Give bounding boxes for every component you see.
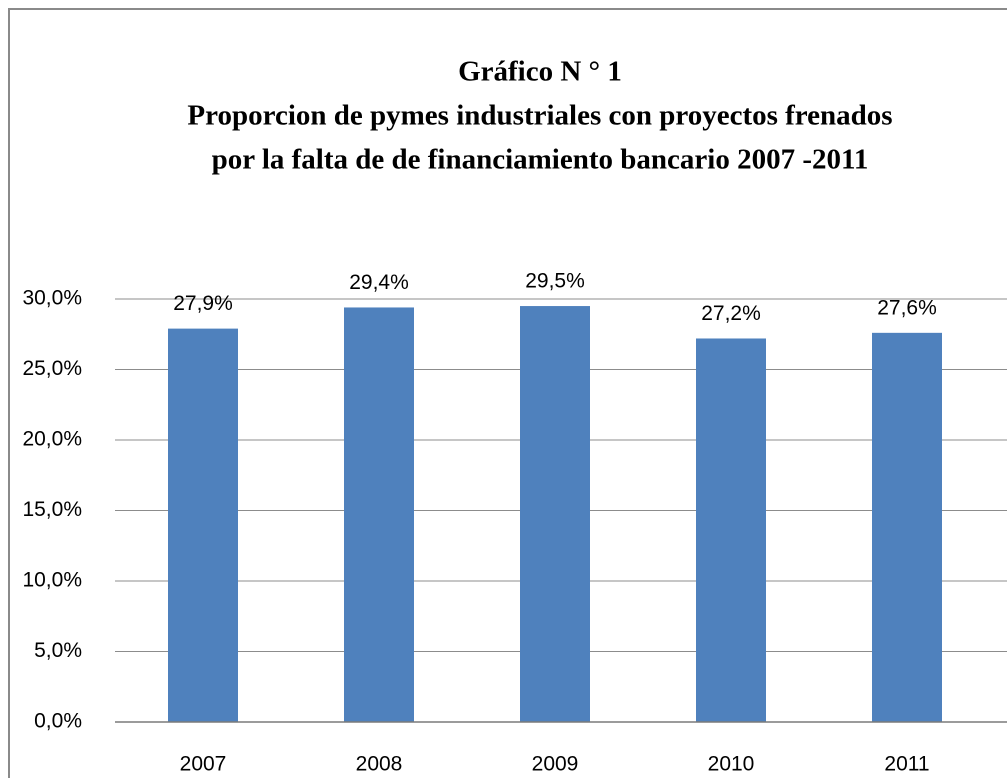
chart-title: Gráfico N ° 1 bbox=[458, 56, 622, 88]
y-tick-label: 5,0% bbox=[34, 639, 82, 662]
bar bbox=[344, 307, 414, 722]
x-tick-label: 2009 bbox=[532, 753, 579, 776]
x-tick-label: 2010 bbox=[708, 753, 755, 776]
data-label: 27,9% bbox=[173, 292, 233, 315]
x-tick-label: 2011 bbox=[884, 753, 929, 776]
data-label: 29,5% bbox=[525, 270, 585, 293]
x-tick-label: 2007 bbox=[180, 753, 227, 776]
y-tick-label: 25,0% bbox=[22, 357, 82, 380]
bar bbox=[696, 338, 766, 722]
y-tick-label: 0,0% bbox=[34, 710, 82, 733]
data-label: 27,6% bbox=[877, 296, 937, 319]
x-tick-label: 2008 bbox=[356, 753, 403, 776]
bar bbox=[168, 328, 238, 722]
y-tick-label: 10,0% bbox=[22, 569, 82, 592]
bar bbox=[520, 306, 590, 722]
data-label: 29,4% bbox=[349, 271, 409, 294]
y-tick-label: 20,0% bbox=[22, 428, 82, 451]
chart-title: Proporcion de pymes industriales con pro… bbox=[187, 100, 892, 132]
bar bbox=[872, 332, 942, 722]
y-tick-label: 15,0% bbox=[22, 498, 82, 521]
data-label: 27,2% bbox=[701, 302, 761, 325]
y-tick-label: 30,0% bbox=[22, 287, 82, 310]
chart-title: por la falta de de financiamiento bancar… bbox=[212, 144, 869, 176]
